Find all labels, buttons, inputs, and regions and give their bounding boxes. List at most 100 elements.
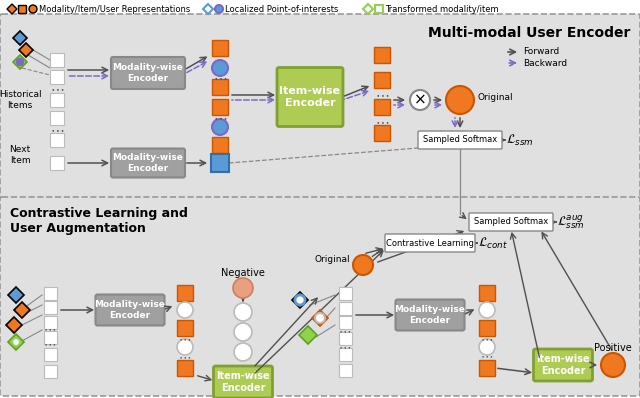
Text: Item-wise
Encoder: Item-wise Encoder <box>280 86 340 108</box>
Circle shape <box>29 5 37 13</box>
Bar <box>44 365 56 377</box>
Text: $\mathcal{L}_{cont}$: $\mathcal{L}_{cont}$ <box>478 236 508 251</box>
Text: $\mathcal{L}_{ssm}^{aug}$: $\mathcal{L}_{ssm}^{aug}$ <box>557 213 585 231</box>
Circle shape <box>215 5 223 13</box>
Circle shape <box>295 295 305 305</box>
Text: ×: × <box>413 92 426 107</box>
Bar <box>339 332 351 345</box>
Circle shape <box>410 90 430 110</box>
Text: Forward: Forward <box>523 47 559 57</box>
Polygon shape <box>14 302 30 318</box>
Circle shape <box>601 353 625 377</box>
Text: ⋯: ⋯ <box>44 324 56 336</box>
FancyBboxPatch shape <box>111 148 185 178</box>
FancyBboxPatch shape <box>0 14 640 199</box>
Bar <box>374 72 390 88</box>
Text: ⋯: ⋯ <box>213 111 227 125</box>
Text: Contrastive Learning: Contrastive Learning <box>386 238 474 248</box>
Text: ⋯: ⋯ <box>213 71 227 85</box>
Bar <box>212 99 228 115</box>
Text: Next
Item: Next Item <box>10 145 31 165</box>
Circle shape <box>446 86 474 114</box>
Circle shape <box>212 60 228 76</box>
Bar <box>374 99 390 115</box>
Text: Backward: Backward <box>523 59 567 68</box>
Bar <box>50 133 64 147</box>
Circle shape <box>17 59 24 66</box>
Text: ⋯: ⋯ <box>44 339 56 351</box>
FancyBboxPatch shape <box>111 57 185 89</box>
Text: Original: Original <box>477 92 513 101</box>
FancyBboxPatch shape <box>214 366 273 398</box>
Text: Negative: Negative <box>221 268 265 278</box>
Text: ⋯: ⋯ <box>375 115 389 129</box>
Text: Sampled Softmax: Sampled Softmax <box>423 135 497 144</box>
FancyBboxPatch shape <box>277 68 343 127</box>
Bar <box>479 285 495 301</box>
Polygon shape <box>363 4 373 14</box>
Bar <box>339 347 351 361</box>
Polygon shape <box>8 287 24 303</box>
Polygon shape <box>19 43 33 57</box>
Bar <box>211 154 229 172</box>
Text: ⋯: ⋯ <box>179 351 191 365</box>
FancyBboxPatch shape <box>95 295 164 326</box>
Text: ⋯: ⋯ <box>481 334 493 347</box>
Polygon shape <box>312 310 328 326</box>
Bar <box>50 156 64 170</box>
Text: Multi-modal User Encoder: Multi-modal User Encoder <box>428 26 630 40</box>
Circle shape <box>177 302 193 318</box>
Bar <box>44 347 56 361</box>
Circle shape <box>12 338 20 346</box>
Text: Item-wise
Encoder: Item-wise Encoder <box>536 354 590 376</box>
Text: ⋯: ⋯ <box>375 88 389 102</box>
Text: ⋯: ⋯ <box>481 351 493 363</box>
FancyBboxPatch shape <box>534 349 593 381</box>
Text: Original: Original <box>314 256 350 265</box>
Text: Modality-wise
Encoder: Modality-wise Encoder <box>395 305 465 325</box>
Bar <box>44 300 56 314</box>
Bar <box>479 360 495 376</box>
Text: Modality-wise
Encoder: Modality-wise Encoder <box>113 153 184 173</box>
Text: ⋯: ⋯ <box>339 326 351 339</box>
Text: Sampled Softmax: Sampled Softmax <box>474 217 548 226</box>
Bar <box>177 320 193 336</box>
FancyBboxPatch shape <box>396 300 465 330</box>
Circle shape <box>479 302 495 318</box>
Text: Historical
Items: Historical Items <box>0 90 42 110</box>
Circle shape <box>212 119 228 135</box>
Polygon shape <box>6 317 22 333</box>
Text: Transformed modality/item: Transformed modality/item <box>385 4 499 14</box>
FancyBboxPatch shape <box>385 234 475 252</box>
Circle shape <box>234 303 252 321</box>
Polygon shape <box>8 334 24 350</box>
Text: Modality/Item/User Representations: Modality/Item/User Representations <box>39 4 190 14</box>
Bar <box>212 40 228 56</box>
Circle shape <box>234 323 252 341</box>
Bar <box>375 5 383 13</box>
Circle shape <box>234 343 252 361</box>
Polygon shape <box>299 326 317 344</box>
Circle shape <box>315 313 325 323</box>
Bar <box>50 93 64 107</box>
Bar <box>339 287 351 300</box>
Text: Modality-wise
Encoder: Modality-wise Encoder <box>95 300 165 320</box>
Polygon shape <box>13 31 27 45</box>
Circle shape <box>177 339 193 355</box>
Text: ⋯: ⋯ <box>339 341 351 355</box>
Bar <box>212 137 228 153</box>
Bar <box>339 316 351 328</box>
Text: Item-wise
Encoder: Item-wise Encoder <box>216 371 270 393</box>
Bar <box>44 287 56 300</box>
Text: ⋯: ⋯ <box>50 82 64 96</box>
Bar <box>339 302 351 314</box>
Bar <box>44 330 56 343</box>
Polygon shape <box>292 292 308 308</box>
Polygon shape <box>203 4 213 14</box>
Text: ⋯: ⋯ <box>179 334 191 347</box>
Bar <box>339 363 351 377</box>
Bar <box>374 125 390 141</box>
Bar <box>50 53 64 67</box>
Circle shape <box>353 255 373 275</box>
Bar <box>50 111 64 125</box>
